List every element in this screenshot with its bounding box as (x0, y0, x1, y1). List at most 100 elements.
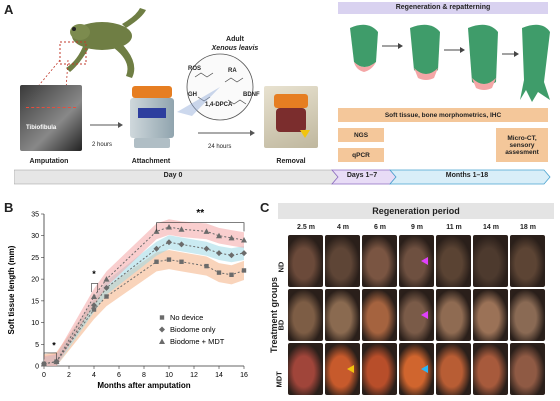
limb-photo (399, 343, 434, 395)
data-point (103, 284, 110, 291)
limb-photo (436, 343, 471, 395)
amputation-line (26, 107, 76, 108)
data-point (228, 252, 235, 259)
timeline-day0: Day 0 (163, 172, 183, 179)
legend-label: Biodome + MDT (170, 337, 225, 346)
data-point (91, 307, 97, 312)
panel-c-letter: C (260, 200, 270, 215)
soft-tissue-chart: 0 5 10 15 20 25 30 35 0 2 4 6 8 10 12 14 16 Months after … (7, 208, 248, 390)
limb-progression (350, 24, 550, 102)
removal-photo (264, 86, 318, 148)
limb-photo (325, 289, 360, 341)
limb-photo (399, 235, 434, 287)
arrow-label-2h: 2 hours (92, 142, 113, 148)
limb-photo (473, 289, 508, 341)
data-point (91, 302, 97, 309)
adult-label: Adult (226, 36, 244, 43)
arrow-label-24h: 24 hours (208, 144, 232, 150)
data-point (241, 268, 247, 273)
biodome-device (128, 86, 176, 148)
molecule-gh: GH (188, 92, 197, 98)
timeline-months-1-18: Months 1–18 (445, 172, 489, 179)
timeline-bar (14, 169, 551, 185)
timepoint-label: 14 m (483, 224, 499, 231)
significance-marker: * (92, 269, 96, 279)
limb-photo (510, 343, 545, 395)
y-tick-label: 15 (31, 298, 39, 305)
limb-photo (473, 343, 508, 395)
limb-photo-grid (288, 235, 550, 399)
microct-box: Micro-CT, sensory assesment (496, 128, 548, 162)
data-point (41, 360, 47, 367)
x-axis-label: Months after amputation (97, 381, 190, 390)
y-axis-label: Soft tissue length (mm) (7, 245, 16, 334)
regeneration-header: Regeneration & repatterning (338, 2, 548, 14)
qpcr-box: qPCR (338, 148, 384, 162)
step-amputation: Amputation (29, 158, 69, 165)
y-tick-label: 30 (31, 233, 39, 240)
limb-photo (325, 343, 360, 395)
limb-photo (288, 235, 323, 287)
x-tick-label: 6 (117, 372, 121, 379)
arrowhead-icon (421, 311, 428, 319)
x-tick-label: 2 (67, 372, 71, 379)
timepoint-label: 11 m (446, 224, 462, 231)
data-point (166, 257, 172, 262)
series-line (43, 241, 245, 365)
y-tick-label: 35 (31, 212, 39, 219)
y-tick-label: 10 (31, 320, 39, 327)
soft-tissue-box: Soft tissue, bone morphometrics, IHC (338, 108, 548, 122)
y-tick-label: 5 (35, 342, 39, 349)
legend-label: No device (170, 313, 203, 322)
data-point (204, 263, 209, 269)
regeneration-period-header: Regeneration period (278, 203, 554, 219)
legend-marker (159, 326, 165, 333)
significance-marker: ** (196, 208, 204, 219)
data-point (91, 293, 97, 300)
limb-photo (510, 235, 545, 287)
x-tick-label: 0 (42, 372, 46, 379)
timepoint-label: 4 m (336, 224, 350, 231)
species-label: Xenous leavis (211, 45, 259, 52)
timepoint-label: 9 m (410, 224, 424, 231)
molecule-bdnf: BDNF (243, 92, 260, 98)
limb-photo (325, 235, 360, 287)
data-point (203, 228, 210, 234)
tibiofibula-label: Tibiofibula (26, 125, 57, 131)
arrowhead-icon (347, 365, 354, 373)
data-point (178, 226, 185, 232)
data-point (153, 245, 160, 252)
data-point (229, 272, 234, 277)
x-tick-label: 4 (92, 372, 96, 379)
data-point (103, 276, 110, 282)
x-tick-label: 12 (190, 372, 198, 379)
y-tick-label: 25 (31, 255, 39, 262)
x-tick-label: 8 (142, 372, 146, 379)
data-point (166, 239, 172, 246)
xray-image: Tibiofibula (20, 85, 82, 151)
x-tick-label: 14 (215, 372, 223, 379)
legend-marker (159, 315, 165, 320)
limb-photo (436, 289, 471, 341)
limb-photo (510, 289, 545, 341)
limb-photo (362, 343, 397, 395)
data-point (241, 237, 247, 243)
series-band (44, 235, 244, 366)
data-point (216, 270, 222, 275)
panel-a-letter: A (4, 2, 14, 17)
data-point (104, 294, 109, 299)
data-point (228, 234, 235, 241)
timepoint-label: 2.5 m (297, 224, 315, 231)
data-point (53, 358, 60, 365)
data-point (179, 259, 184, 264)
frog-illustration (59, 8, 146, 78)
limb-photo (436, 235, 471, 287)
limb-photo (288, 289, 323, 341)
panel-b-letter: B (4, 200, 14, 215)
x-tick-label: 10 (165, 372, 173, 379)
data-point (203, 245, 210, 252)
molecule-ros: ROS (188, 66, 202, 72)
y-tick-label: 20 (31, 277, 39, 284)
limb-photo (288, 343, 323, 395)
arrow-right-icon (90, 122, 123, 128)
